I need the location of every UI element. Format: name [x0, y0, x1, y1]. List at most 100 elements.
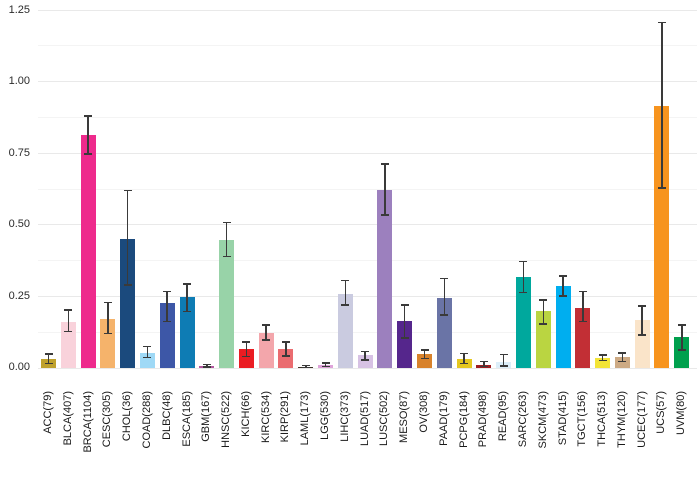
error-bar [463, 353, 465, 364]
error-bar [225, 222, 228, 257]
error-bar [522, 261, 525, 293]
error-bar-cap [262, 324, 271, 326]
bar [674, 337, 690, 368]
error-bar-cap [539, 323, 548, 325]
error-bar-cap [183, 310, 192, 313]
error-bar [601, 355, 604, 361]
error-bar-cap [301, 366, 310, 369]
bar [634, 319, 650, 368]
gridline [38, 116, 697, 118]
error-bar [324, 362, 327, 367]
error-bar-cap [578, 320, 587, 323]
error-bar-cap [539, 299, 548, 301]
x-tick-label: LIHC(373) [338, 391, 351, 442]
error-bar-cap [202, 363, 211, 366]
error-bar [206, 364, 208, 368]
error-bar-cap [420, 349, 429, 351]
error-bar-cap [499, 365, 508, 367]
error-bar-cap [262, 339, 271, 341]
bar [397, 321, 413, 368]
x-tick-label: ESCA(185) [180, 391, 193, 447]
gridline [38, 224, 697, 226]
error-bar-cap [242, 341, 251, 343]
bar [555, 285, 571, 368]
error-bar [562, 275, 564, 296]
gridline [38, 260, 697, 262]
error-bar-cap [321, 365, 330, 368]
x-tick-label: MESO(87) [398, 391, 411, 443]
error-bar-cap [103, 301, 112, 304]
x-tick-label: CHOL(36) [121, 391, 134, 442]
error-bar [245, 342, 248, 357]
y-tick-label: 0.50 [8, 218, 30, 230]
error-bar-cap [341, 304, 350, 306]
error-bar-cap [301, 364, 310, 367]
bar [80, 134, 96, 368]
error-bar-cap [460, 362, 469, 365]
bar [120, 238, 136, 368]
error-bar [661, 22, 663, 189]
x-tick-label: PCPG(184) [457, 391, 470, 448]
error-bar [107, 302, 109, 334]
error-bar-cap [222, 221, 231, 224]
error-bar [186, 283, 188, 312]
gridline [38, 152, 697, 154]
error-bar-cap [380, 214, 389, 216]
bar [159, 302, 175, 368]
y-tick-label: 1.00 [8, 75, 30, 87]
error-bar-cap [460, 352, 469, 355]
bar [377, 189, 393, 368]
error-bar [166, 291, 168, 322]
error-bar-cap [638, 334, 647, 336]
x-tick-label: BRCA(1104) [81, 391, 94, 453]
x-tick-label: ACC(79) [42, 391, 54, 434]
x-tick-label: LUAD(517) [358, 391, 371, 447]
error-bar-cap [123, 284, 132, 286]
gridline [38, 331, 697, 333]
error-bar-cap [638, 305, 647, 307]
x-tick-label: LAML(173) [299, 391, 312, 446]
x-tick-label: OV(308) [418, 391, 430, 433]
error-bar-cap [361, 359, 370, 361]
error-bar-cap [202, 366, 211, 368]
error-bar-cap [163, 320, 172, 323]
bar [595, 357, 611, 368]
x-tick-label: SARC(263) [516, 391, 529, 448]
error-bar-cap [361, 350, 370, 353]
error-bar [87, 115, 89, 154]
x-tick-label: PRAD(498) [477, 391, 490, 448]
x-tick-label: CESC(305) [101, 391, 114, 448]
error-bar-cap [222, 255, 231, 258]
error-bar-cap [440, 314, 449, 316]
error-bar-cap [242, 355, 251, 358]
x-tick-label: COAD(288) [140, 391, 153, 449]
error-bar-cap [598, 359, 607, 362]
error-bar-cap [499, 353, 508, 356]
error-bar-cap [657, 21, 666, 24]
error-bar-cap [559, 295, 568, 297]
error-bar [384, 163, 386, 215]
error-bar-cap [598, 354, 607, 356]
bar [100, 319, 116, 368]
bar [614, 357, 630, 368]
bar [219, 239, 235, 368]
x-tick-label: KIRC(534) [259, 391, 272, 443]
x-tick-label: BLCA(407) [61, 391, 74, 446]
error-bar-cap [163, 290, 172, 293]
y-tick-label: 0.25 [8, 290, 30, 302]
error-bar-cap [143, 345, 152, 348]
error-bar-cap [400, 337, 409, 339]
error-bar [265, 325, 267, 340]
error-bar [403, 304, 406, 339]
error-bar [502, 354, 505, 366]
error-bar-cap [44, 362, 53, 365]
x-tick-label: KICH(66) [239, 391, 252, 437]
x-tick-label: TGCT(156) [576, 391, 589, 447]
bar [654, 105, 670, 368]
error-bar [285, 342, 287, 356]
error-bar-cap [479, 365, 488, 368]
x-tick-label: HNSC(522) [220, 391, 233, 448]
error-bar-cap [578, 290, 587, 293]
error-bar-cap [143, 356, 152, 359]
